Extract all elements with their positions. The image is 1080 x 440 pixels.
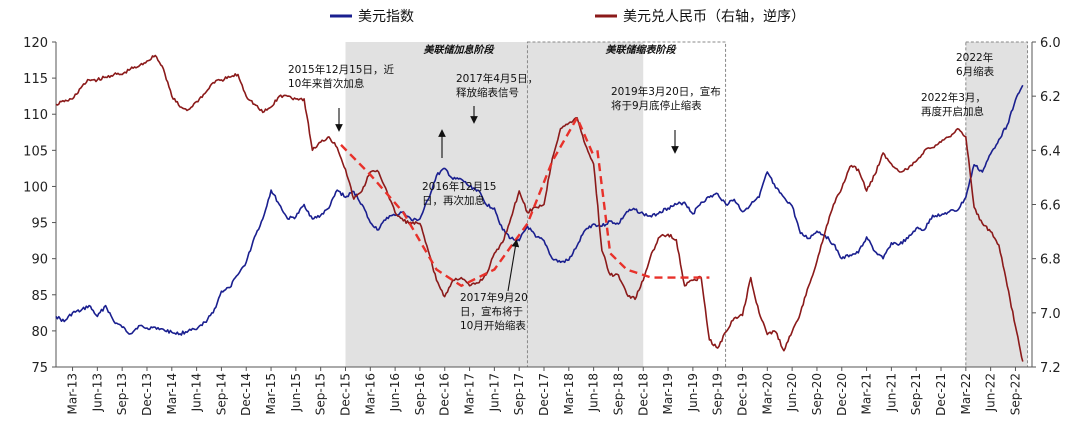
- x-tick-label: Jun-13: [90, 373, 104, 412]
- x-tick-label: Jun-18: [587, 373, 601, 412]
- y-left-tick-label: 85: [31, 289, 48, 304]
- x-tick-label: Sep-21: [909, 373, 923, 415]
- series-lines: [55, 54, 1024, 362]
- x-tick-label: Mar-17: [463, 373, 477, 414]
- x-tick-label: Sep-17: [512, 373, 526, 415]
- y-right-tick-label: 6.2: [1040, 90, 1061, 105]
- x-tick-label: Dec-19: [736, 373, 750, 416]
- y-right-tick-label: 6.6: [1040, 199, 1061, 214]
- annotation-text-0: 2015年12月15日，近: [288, 63, 394, 76]
- annotation-text-3: 2017年9月20: [460, 291, 528, 304]
- annotation-text-3: 日，宣布将于: [460, 305, 523, 318]
- y-left-tick-label: 100: [23, 180, 48, 195]
- legend: 美元指数 美元兑人民币（右轴，逆序）: [330, 9, 805, 25]
- x-tick-label: Jun-20: [785, 373, 799, 412]
- trend-lines: [340, 115, 710, 288]
- annotation-text-0: 10年来首次加息: [288, 77, 364, 90]
- x-tick-label: Jun-19: [686, 373, 700, 412]
- x-tick-label: Jun-22: [984, 373, 998, 412]
- y-left-tick-label: 90: [31, 253, 48, 268]
- x-tick-label: Mar-15: [264, 373, 278, 414]
- x-tick-label: Sep-22: [1008, 373, 1022, 415]
- x-tick-label: Sep-19: [711, 373, 725, 415]
- y-left-tick-label: 80: [31, 325, 48, 340]
- x-tick-label: Jun-17: [487, 373, 501, 412]
- y-right-tick-label: 6.4: [1040, 144, 1061, 159]
- x-tick-label: Dec-14: [239, 373, 253, 416]
- x-tick-label: Jun-15: [289, 373, 303, 412]
- x-tick-label: Mar-19: [661, 373, 675, 414]
- y-right-tick-label: 6.0: [1040, 36, 1061, 51]
- legend-label-1: 美元兑人民币（右轴，逆序）: [623, 9, 805, 25]
- x-tick-label: Sep-15: [314, 373, 328, 415]
- x-tick-label: Sep-14: [214, 373, 228, 415]
- y-right-tick-label: 6.8: [1040, 253, 1061, 268]
- annotation-text-5: 6月缩表: [956, 65, 995, 78]
- series-line-1: [55, 54, 1024, 362]
- y-left-tick-label: 115: [23, 72, 48, 87]
- x-tick-label: Dec-18: [636, 373, 650, 416]
- x-tick-label: Mar-13: [66, 373, 80, 414]
- x-tick-label: Sep-16: [413, 373, 427, 415]
- y-right-tick-label: 7.2: [1040, 361, 1061, 376]
- x-tick-label: Mar-22: [959, 373, 973, 414]
- annotation-text-6: 2022年3月，: [921, 91, 986, 104]
- series-line-0: [55, 84, 1024, 336]
- x-tick-label: Sep-18: [611, 373, 625, 415]
- x-tick-label: Dec-21: [934, 373, 948, 416]
- annotation-text-1: 释放缩表信号: [456, 86, 519, 99]
- legend-label-0: 美元指数: [358, 9, 414, 25]
- y-right-tick-label: 7.0: [1040, 307, 1061, 322]
- y-left-tick-label: 75: [31, 361, 48, 376]
- annotation-text-4: 将于9月底停止缩表: [611, 99, 702, 112]
- shaded-region-2: [965, 42, 1028, 367]
- annotation-text-5: 2022年: [956, 51, 993, 64]
- x-tick-label: Mar-20: [760, 373, 774, 414]
- x-tick-label: Dec-15: [338, 373, 352, 416]
- x-tick-label: Sep-13: [115, 373, 129, 415]
- annotation-text-6: 再度开启加息: [921, 105, 984, 118]
- shaded-region-label-0: 美联储加息阶段: [423, 44, 495, 56]
- annotation-text-4: 2019年3月20日，宣布: [611, 85, 721, 98]
- x-tick-label: Dec-13: [140, 373, 154, 416]
- x-tick-label: Jun-21: [884, 373, 898, 412]
- annotation-arrow-3: [507, 239, 520, 292]
- x-tick-label: Mar-18: [562, 373, 576, 414]
- x-tick-label: Jun-14: [190, 373, 204, 412]
- x-tick-label: Mar-14: [165, 373, 179, 414]
- axes: 75 80 85 90 95 100 105 110 115 120 6.0 6.2 6.4 6.6 6.8…: [23, 36, 1061, 416]
- annotation-text-2: 日，再次加息: [422, 194, 485, 207]
- shaded-region-label-1: 美联储缩表阶段: [605, 44, 677, 56]
- x-tick-label: Sep-20: [810, 373, 824, 415]
- x-tick-label: Jun-16: [388, 373, 402, 412]
- x-tick-label: Dec-17: [537, 373, 551, 416]
- trend-line-0: [340, 115, 595, 288]
- y-left-tick-label: 120: [23, 36, 48, 51]
- annotation-text-2: 2016年12月15: [422, 180, 496, 193]
- x-tick-label: Mar-16: [363, 373, 377, 414]
- x-tick-label: Dec-16: [438, 373, 452, 416]
- y-left-tick-label: 95: [31, 217, 48, 232]
- y-left-tick-label: 105: [23, 144, 48, 159]
- y-left-tick-label: 110: [23, 108, 48, 123]
- x-tick-label: Dec-20: [835, 373, 849, 416]
- annotation-text-1: 2017年4月5日，: [456, 72, 538, 85]
- annotation-text-3: 10月开始缩表: [460, 319, 526, 332]
- x-tick-label: Mar-21: [860, 373, 874, 414]
